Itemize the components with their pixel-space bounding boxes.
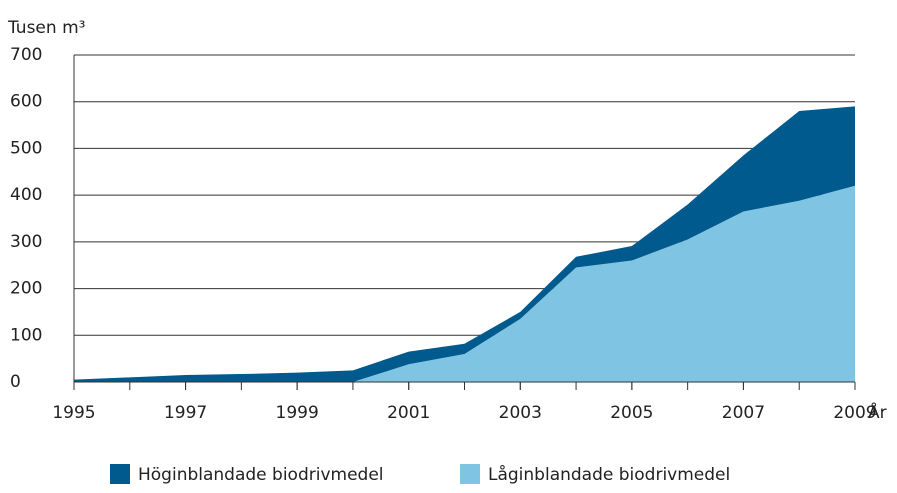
x-tick-label: 2007 [722, 403, 765, 423]
x-axis-label: År [868, 401, 887, 423]
y-tick-label: 300 [10, 232, 42, 252]
y-tick-label: 100 [10, 325, 42, 345]
y-tick-label: 0 [10, 372, 21, 392]
x-tick-label: 1995 [52, 403, 95, 423]
x-tick-label: 2001 [387, 403, 430, 423]
y-tick-label: 600 [10, 92, 42, 112]
y-axis-label: Tusen m³ [7, 18, 85, 38]
legend-label: Höginblandade biodrivmedel [138, 465, 384, 485]
area [74, 106, 855, 382]
x-tick-label: 2003 [499, 403, 542, 423]
legend-swatch [110, 464, 130, 484]
y-tick-label: 400 [10, 185, 42, 205]
y-tick-label: 500 [10, 138, 42, 158]
legend-label: Låginblandade biodrivmedel [488, 464, 730, 485]
y-tick-label: 200 [10, 279, 42, 299]
x-tick-label: 2009 [833, 403, 876, 423]
y-tick-label: 700 [10, 45, 42, 65]
x-tick-label: 1997 [164, 403, 207, 423]
area [74, 185, 855, 382]
x-tick-label: 2005 [610, 403, 653, 423]
x-tick-label: 1999 [276, 403, 319, 423]
legend-swatch [460, 464, 480, 484]
